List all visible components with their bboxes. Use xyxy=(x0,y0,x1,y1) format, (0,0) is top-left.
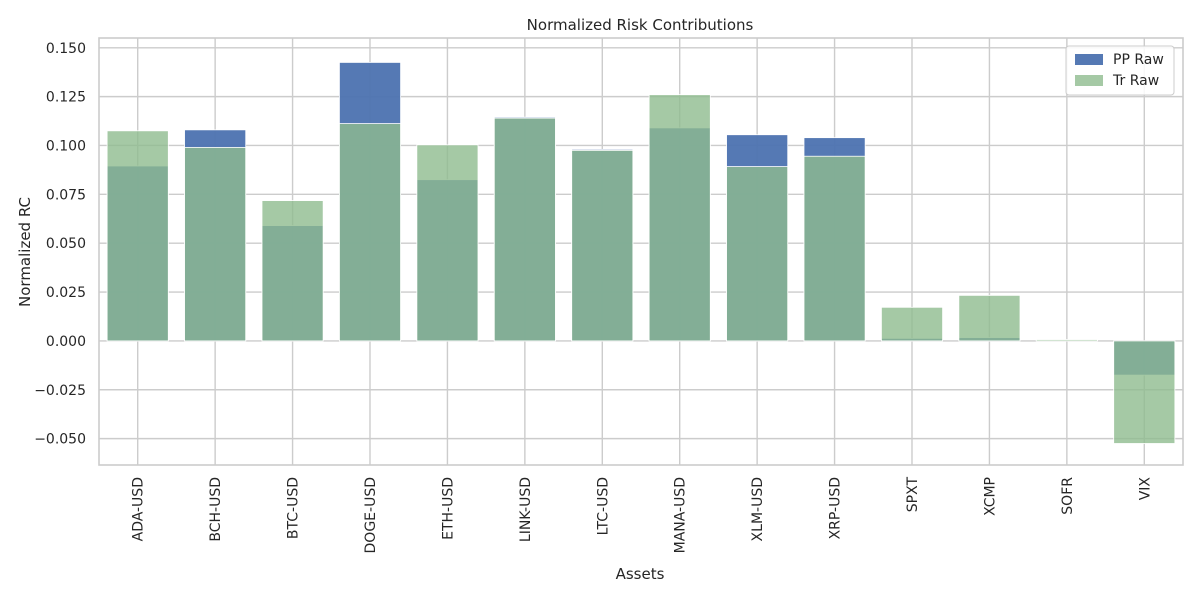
legend-label: Tr Raw xyxy=(1112,73,1159,89)
y-axis-label: Normalized RC xyxy=(16,197,34,307)
bar-tr-raw xyxy=(184,147,247,342)
bar-tr-raw xyxy=(493,117,556,342)
bar-tr-raw xyxy=(803,155,866,342)
x-tick-label: BTC-USD xyxy=(286,477,302,539)
bar-tr-raw xyxy=(261,200,324,342)
bar-tr-raw xyxy=(958,294,1021,342)
y-tick-label: −0.050 xyxy=(34,432,86,448)
x-tick-label: ADA-USD xyxy=(131,477,147,541)
y-tick-label: 0.125 xyxy=(46,90,86,106)
y-tick-label: 0.000 xyxy=(46,334,86,350)
legend-swatch xyxy=(1075,54,1103,65)
legend-label: PP Raw xyxy=(1113,52,1164,68)
legend-swatch xyxy=(1075,75,1103,86)
y-tick-label: 0.025 xyxy=(46,285,86,301)
bar-tr-raw xyxy=(339,123,401,342)
bar-tr-raw xyxy=(726,166,789,342)
bars xyxy=(106,62,1176,444)
x-tick-label: SOFR xyxy=(1060,477,1076,515)
bar-tr-raw xyxy=(571,149,634,342)
bar-tr-raw xyxy=(1035,339,1098,342)
y-tick-label: −0.025 xyxy=(34,383,86,399)
x-tick-label: XLM-USD xyxy=(750,477,766,541)
bar-tr-raw xyxy=(881,306,943,342)
x-tick-label: BCH-USD xyxy=(208,477,224,542)
x-tick-label: XRP-USD xyxy=(828,477,844,539)
axes: −0.050 −0.025 0.000 0.025 0.050 0.075 0.100 0.1… xyxy=(34,37,1184,553)
bar-tr-raw xyxy=(416,144,479,342)
y-tick-label: 0.150 xyxy=(46,41,86,57)
x-tick-label: XCMP xyxy=(982,477,998,516)
y-tick-label: 0.075 xyxy=(46,187,86,203)
bar-tr-raw xyxy=(1113,340,1176,444)
x-tick-label: ETH-USD xyxy=(440,477,456,540)
x-tick-label: MANA-USD xyxy=(673,477,689,553)
x-tick-label: DOGE-USD xyxy=(363,477,379,553)
x-tick-label: LINK-USD xyxy=(518,477,534,542)
y-tick-label: 0.100 xyxy=(46,138,86,154)
plot-frame xyxy=(98,37,1184,466)
legend: PP Raw Tr Raw xyxy=(1065,45,1175,96)
chart-title: Normalized Risk Contributions xyxy=(527,16,754,34)
x-axis-label: Assets xyxy=(616,565,665,583)
x-tick-label: LTC-USD xyxy=(595,477,611,535)
bar-tr-raw xyxy=(106,130,169,342)
x-tick-label: SPXT xyxy=(905,477,921,513)
bar-tr-raw xyxy=(648,94,711,342)
x-tick-label: VIX xyxy=(1137,477,1153,501)
y-tick-label: 0.050 xyxy=(46,236,86,252)
